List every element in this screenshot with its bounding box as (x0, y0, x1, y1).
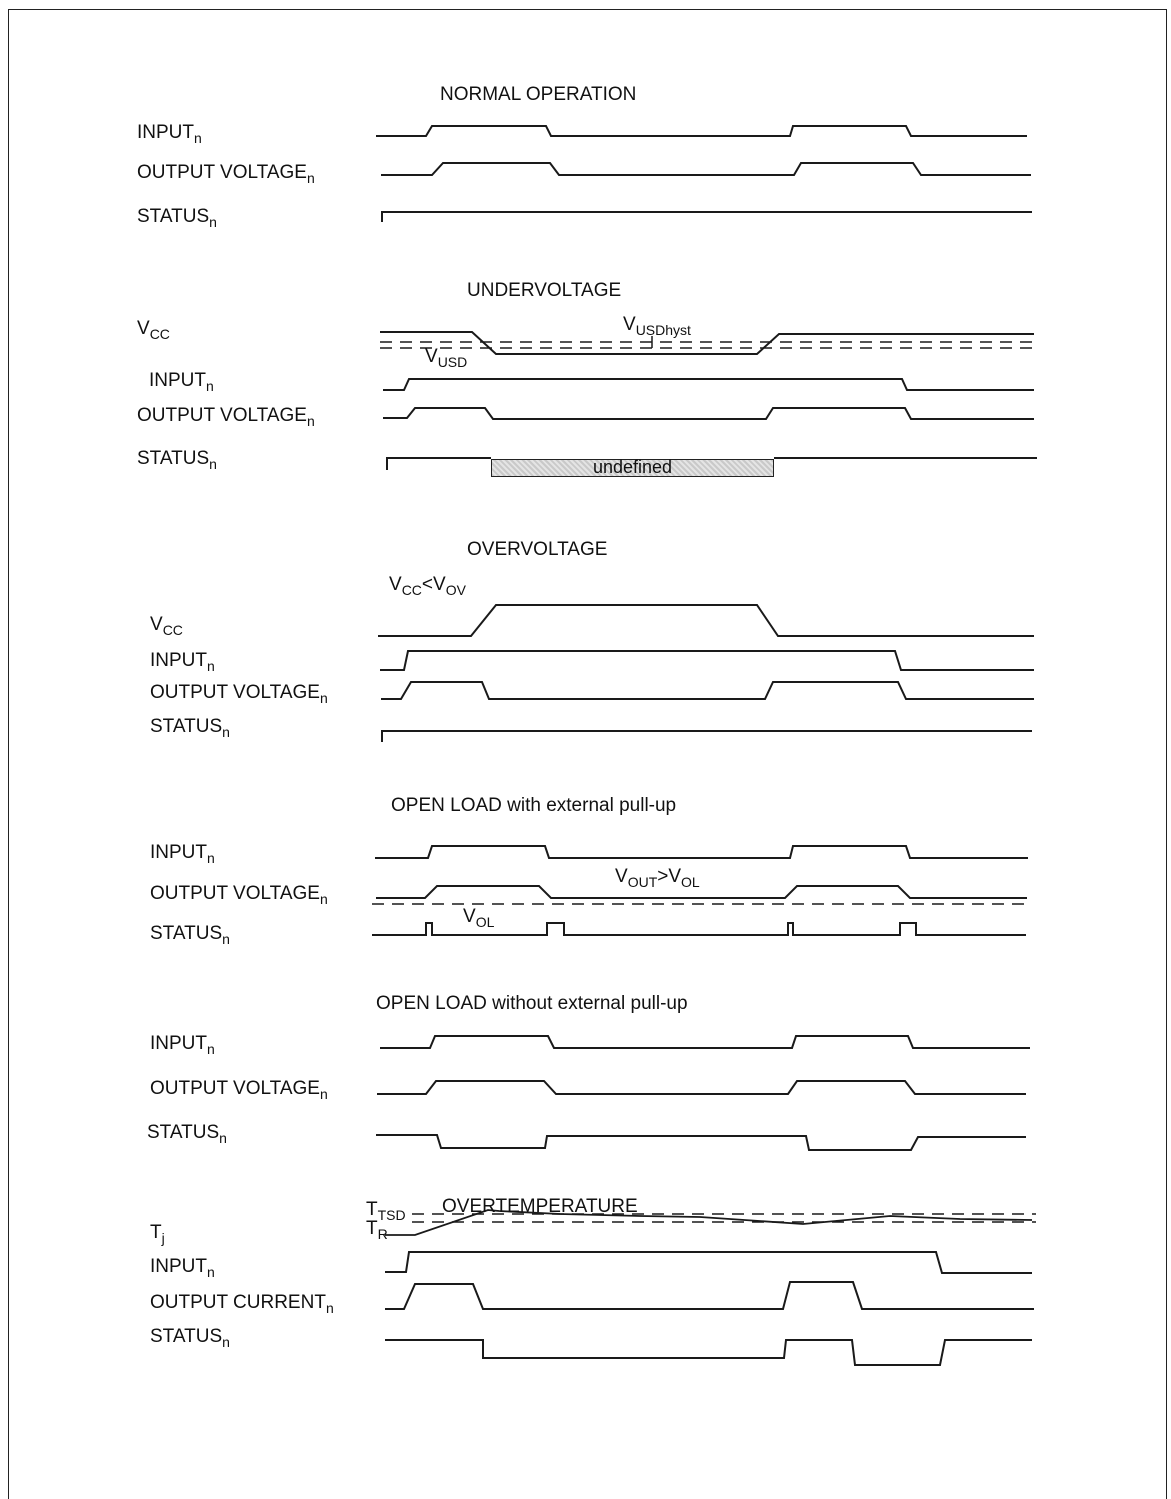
label-status: STATUSn (150, 923, 230, 947)
ot-input-wave (385, 1251, 1032, 1274)
label-output-voltage: OUTPUT VOLTAGEn (150, 1078, 328, 1102)
label-input: INPUTn (150, 1033, 215, 1057)
label-output-voltage: OUTPUT VOLTAGEn (137, 405, 315, 429)
title-normal-operation: NORMAL OPERATION (440, 84, 637, 105)
label-vcc: VCC (150, 614, 183, 638)
label-output-voltage: OUTPUT VOLTAGEn (137, 162, 315, 186)
oln-status-wave (376, 1134, 1026, 1151)
undefined-status-region: undefined (491, 457, 774, 477)
olp-output-wave (376, 885, 1027, 899)
diagram-frame (8, 9, 1167, 1499)
label-vcc: VCC (137, 318, 170, 342)
uv-output-wave (383, 407, 1034, 420)
label-input: INPUTn (150, 842, 215, 866)
annotation-vout-gt-vol: VOUT>VOL (615, 866, 700, 890)
label-input: INPUTn (137, 122, 202, 146)
label-input: INPUTn (150, 1256, 215, 1280)
label-input: INPUTn (150, 650, 215, 674)
oln-input-wave (380, 1035, 1030, 1049)
label-status: STATUSn (150, 1326, 230, 1350)
title-overvoltage: OVERVOLTAGE (467, 539, 608, 560)
annotation-vcc-lt-vov: VCC<VOV (389, 574, 466, 598)
olp-status-wave (372, 922, 1026, 936)
label-status: STATUSn (137, 206, 217, 230)
uv-vcc-wave (380, 331, 1034, 355)
annotation-ttsd: TTSD (366, 1199, 406, 1223)
ov-status-wave (381, 730, 1032, 742)
normal-input-wave (376, 125, 1027, 137)
title-undervoltage: UNDERVOLTAGE (467, 280, 622, 301)
label-output-voltage: OUTPUT VOLTAGEn (150, 682, 328, 706)
ot-tj-wave (385, 1209, 1033, 1236)
annotation-vusd: VUSD (425, 346, 468, 370)
label-status: STATUSn (137, 448, 217, 472)
normal-output-wave (381, 162, 1031, 176)
oln-output-wave (377, 1080, 1026, 1095)
title-open-load-no-pullup: OPEN LOAD without external pull-up (376, 993, 688, 1014)
label-output-current: OUTPUT CURRENTn (150, 1292, 334, 1316)
ov-input-wave (380, 650, 1034, 671)
annotation-vusdhyst: VUSDhyst (623, 314, 691, 338)
title-overtemperature: OVERTEMPERATURE (442, 1196, 638, 1217)
ot-output-wave (385, 1281, 1034, 1310)
label-status: STATUSn (147, 1122, 227, 1146)
ov-vcc-wave (378, 604, 1034, 637)
ot-status-wave (385, 1339, 1032, 1366)
label-input: INPUTn (149, 370, 214, 394)
label-status: STATUSn (150, 716, 230, 740)
normal-status-wave (381, 211, 1032, 222)
label-output-voltage: OUTPUT VOLTAGEn (150, 883, 328, 907)
label-tj: Tj (150, 1222, 165, 1246)
olp-input-wave (375, 845, 1028, 859)
undefined-label: undefined (592, 457, 673, 477)
annotation-vol: VOL (463, 906, 495, 930)
uv-input-wave (383, 378, 1034, 391)
uv-status-wave (386, 457, 491, 470)
ov-output-wave (381, 681, 1034, 700)
title-open-load-pullup: OPEN LOAD with external pull-up (391, 795, 677, 816)
annotation-tr: TR (366, 1218, 388, 1242)
